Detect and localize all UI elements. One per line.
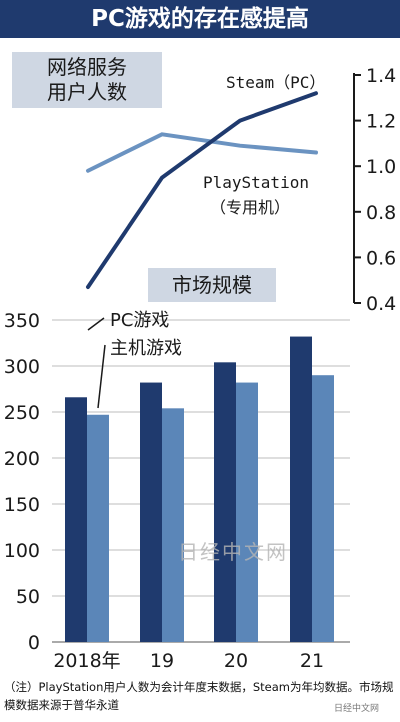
bar-y-tick-label: 50	[16, 586, 40, 608]
bar-x-tick-label: 2018年	[53, 650, 120, 672]
chart-title: PC游戏的存在感提高	[0, 0, 400, 38]
line-y-ticks: 0.4 0.6 0.8 1.0 1.2 1.4	[354, 65, 396, 315]
playstation-line	[86, 132, 318, 173]
playstation-series-label-line1: PlayStation	[203, 173, 309, 192]
line-y-tick-label: 1.0	[366, 156, 396, 178]
bar-console	[162, 408, 184, 642]
legend-pc-label: PC游戏	[110, 310, 169, 331]
legend-pc-leader	[87, 317, 105, 331]
bars	[65, 336, 334, 642]
bar-pc	[65, 397, 87, 642]
bar-chart-title: 市场规模	[148, 268, 276, 302]
bar-x-labels: 2018年 19 20 21	[53, 650, 324, 672]
bar-y-tick-label: 200	[4, 448, 40, 470]
bar-pc	[290, 336, 312, 642]
line-chart-title-line2: 用户人数	[47, 80, 127, 104]
bar-y-tick-label: 150	[4, 494, 40, 516]
line-y-tick-label: 1.4	[366, 65, 396, 87]
bar-console	[87, 414, 109, 642]
bar-pc	[140, 382, 162, 642]
line-y-tick-label: 1.2	[366, 111, 396, 133]
bar-x-tick-label: 21	[300, 650, 324, 672]
line-y-tick-label: 0.8	[366, 202, 396, 224]
steam-line	[86, 91, 318, 290]
bar-console	[236, 382, 258, 642]
steam-series-label: Steam（PC）	[226, 73, 325, 92]
bar-y-tick-label: 300	[4, 356, 40, 378]
line-y-tick-label: 0.4	[366, 293, 396, 315]
line-chart-title-line1: 网络服务	[47, 55, 127, 79]
legend-console-label: 主机游戏	[110, 338, 182, 359]
watermark: 日经中文网	[178, 540, 288, 564]
bar-console	[312, 375, 334, 642]
bar-x-tick-label: 19	[150, 650, 174, 672]
playstation-series-label-line2: （专用机）	[210, 198, 290, 217]
bar-x-tick-label: 20	[224, 650, 248, 672]
bar-y-tick-label: 100	[4, 540, 40, 562]
line-chart-title-box: 网络服务 用户人数	[12, 52, 162, 108]
corner-watermark: 日经中文网	[334, 704, 380, 714]
line-y-tick-label: 0.6	[366, 247, 396, 269]
bar-chart: 0 50 100 150 200 250 300 350 2018年 19 20 21 PC游戏 主…	[4, 310, 350, 672]
bar-pc	[214, 362, 236, 642]
legend-console-leader	[97, 344, 106, 409]
bar-y-tick-label: 350	[4, 310, 40, 332]
footnote: （注）PlayStation用户人数为会计年度末数据，Steam为年均数据。市场…	[4, 680, 394, 712]
bar-y-tick-label: 0	[28, 632, 40, 654]
bar-y-tick-label: 250	[4, 402, 40, 424]
line-chart: 0.4 0.6 0.8 1.0 1.2 1.4 Steam（PC） PlayStation…	[86, 65, 396, 315]
